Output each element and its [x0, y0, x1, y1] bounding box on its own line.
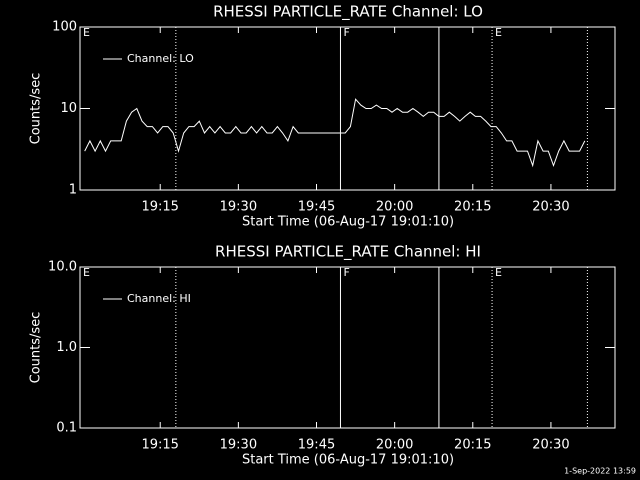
y-axis-label: Counts/sec: [29, 312, 44, 384]
x-axis-label: Start Time (06-Aug-17 19:01:10): [242, 215, 454, 230]
chart-title: RHESSI PARTICLE_RATE Channel: HI: [215, 243, 481, 262]
x-tick-label: 20:00: [376, 438, 413, 453]
legend-label: Channel: LO: [127, 52, 194, 65]
x-tick-label: 20:30: [532, 438, 569, 453]
x-tick-label: 19:15: [141, 438, 178, 453]
y-tick-label: 0.1: [56, 421, 77, 436]
x-tick-label: 20:00: [376, 200, 413, 215]
flag-label: F: [343, 26, 349, 39]
y-axis-label: Counts/sec: [29, 73, 44, 145]
y-tick-label: 100: [52, 20, 77, 35]
x-tick-label: 20:15: [454, 438, 491, 453]
x-tick-label: 19:45: [298, 200, 335, 215]
flag-label: E: [83, 266, 90, 279]
y-tick-label: 1: [69, 183, 77, 198]
chart-title: RHESSI PARTICLE_RATE Channel: LO: [213, 3, 483, 22]
y-tick-label: 10: [60, 101, 77, 116]
x-tick-label: 19:45: [298, 438, 335, 453]
x-tick-label: 20:15: [454, 200, 491, 215]
x-axis-label: Start Time (06-Aug-17 19:01:10): [242, 453, 454, 468]
data-line: [84, 98, 586, 168]
y-tick-label: 1.0: [56, 340, 77, 355]
x-tick-label: 20:30: [532, 200, 569, 215]
flag-label: E: [495, 266, 502, 279]
flag-label: F: [343, 266, 349, 279]
flag-label: E: [495, 26, 502, 39]
footer: 1-Sep-2022 13:59: [564, 467, 636, 476]
x-tick-label: 19:15: [141, 200, 178, 215]
x-tick-label: 19:30: [220, 200, 257, 215]
flag-label: E: [83, 26, 90, 39]
legend-label: Channel: HI: [127, 292, 191, 305]
y-tick-label: 10.0: [48, 260, 77, 275]
x-tick-label: 19:30: [220, 438, 257, 453]
